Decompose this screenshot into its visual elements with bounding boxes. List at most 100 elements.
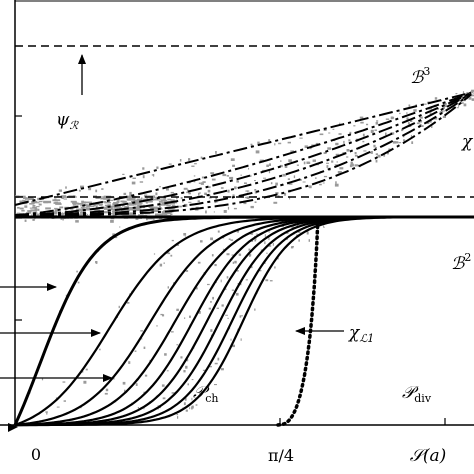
scatter-point bbox=[211, 178, 216, 181]
scatter-point bbox=[123, 192, 127, 196]
scatter-point bbox=[419, 116, 423, 119]
scatter-point bbox=[144, 374, 148, 377]
scatter-point bbox=[360, 121, 364, 124]
scatter-point bbox=[204, 192, 207, 195]
scatter-point bbox=[107, 204, 112, 206]
scatter-point bbox=[177, 416, 179, 419]
scatter-point bbox=[171, 331, 174, 333]
scatter-point bbox=[275, 192, 279, 195]
b2-label: ℬ2 bbox=[451, 251, 471, 274]
scatter-point bbox=[222, 248, 225, 251]
scatter-point bbox=[99, 203, 103, 206]
scatter-point bbox=[194, 163, 197, 165]
scatter-point bbox=[79, 212, 85, 214]
scatter-point bbox=[223, 210, 227, 213]
scatter-point bbox=[86, 205, 90, 208]
scatter-point bbox=[455, 93, 458, 95]
scatter-point bbox=[122, 381, 126, 385]
scatter-point bbox=[268, 170, 271, 174]
scatter-point bbox=[183, 370, 186, 373]
scatter-point bbox=[133, 200, 142, 203]
scatter-point bbox=[268, 231, 270, 233]
scatter-point bbox=[207, 189, 211, 193]
scatter-point bbox=[124, 206, 129, 209]
scatter-point bbox=[209, 366, 212, 368]
scatter-point bbox=[217, 230, 220, 233]
scatter-point bbox=[32, 205, 36, 207]
scatter-point bbox=[323, 175, 328, 178]
scatter-point bbox=[251, 144, 253, 146]
scatter-point bbox=[471, 90, 474, 94]
curve-family bbox=[13, 91, 474, 427]
scatter-point bbox=[221, 304, 224, 307]
scatter-point bbox=[250, 205, 254, 209]
scatter-point bbox=[373, 144, 376, 148]
scatter-point bbox=[339, 167, 344, 170]
scatter-point bbox=[383, 154, 386, 157]
scatter-point bbox=[214, 384, 217, 386]
scatter-point bbox=[147, 200, 152, 203]
scatter-point bbox=[164, 353, 167, 356]
scatter-point bbox=[126, 209, 134, 211]
scatter-point bbox=[153, 218, 155, 221]
scatter-point bbox=[216, 307, 219, 309]
scatter-point bbox=[170, 199, 175, 202]
scatter-point bbox=[201, 176, 204, 179]
scatter-point bbox=[185, 365, 188, 369]
scatter-point bbox=[198, 182, 201, 184]
scatter-point bbox=[120, 200, 125, 203]
scatter-point bbox=[95, 189, 98, 193]
scatter-point bbox=[70, 200, 77, 203]
scatter-point bbox=[323, 225, 325, 227]
scatter-point bbox=[142, 198, 146, 200]
scatter-point bbox=[132, 177, 136, 179]
scatter-point bbox=[183, 187, 188, 190]
scatter-point bbox=[61, 196, 68, 198]
scatter-point bbox=[179, 159, 182, 162]
scatter-point bbox=[214, 362, 218, 365]
scatter-point bbox=[180, 356, 183, 359]
scatter-point bbox=[234, 186, 237, 190]
scatter-point bbox=[77, 281, 80, 284]
scatter-point bbox=[168, 163, 172, 165]
scatter-point bbox=[230, 158, 235, 161]
scatter-point bbox=[296, 164, 299, 166]
scatter-point bbox=[88, 188, 92, 191]
scatter-point bbox=[254, 180, 256, 182]
scatter-point bbox=[354, 154, 358, 157]
scatter-point bbox=[137, 407, 139, 409]
scatter-point bbox=[80, 185, 84, 189]
scatter-point bbox=[31, 202, 35, 205]
scatter-point bbox=[228, 238, 231, 240]
scatter-point bbox=[308, 185, 312, 189]
scatter-point bbox=[212, 296, 214, 300]
scatter-point bbox=[163, 210, 166, 212]
scatter-point bbox=[127, 204, 135, 206]
scatter-point bbox=[306, 161, 310, 163]
scatter-point bbox=[282, 173, 286, 177]
scatter-point bbox=[112, 203, 119, 206]
scatter-point bbox=[410, 119, 413, 122]
scatter-point bbox=[349, 131, 352, 135]
scatter-point bbox=[156, 408, 159, 410]
scatter-point bbox=[199, 192, 201, 194]
scatter-point bbox=[116, 200, 120, 203]
scatter-point bbox=[258, 270, 262, 272]
scatter-point bbox=[353, 125, 356, 127]
scatter-point bbox=[54, 198, 57, 201]
scatter-point bbox=[434, 97, 438, 100]
scatter-point bbox=[403, 135, 405, 138]
scatter-point bbox=[129, 194, 133, 198]
scatter-point bbox=[200, 240, 203, 243]
scatter-point bbox=[161, 384, 165, 387]
scatter-point bbox=[159, 186, 161, 188]
scatter-point bbox=[93, 204, 96, 206]
scatter-point bbox=[118, 305, 120, 309]
scatter-point bbox=[269, 280, 273, 282]
sigmoid-curve bbox=[15, 215, 474, 427]
scatter-point bbox=[188, 158, 191, 161]
scatter-point bbox=[326, 165, 329, 168]
scatter-point bbox=[236, 229, 239, 233]
scatter-point bbox=[37, 208, 40, 211]
